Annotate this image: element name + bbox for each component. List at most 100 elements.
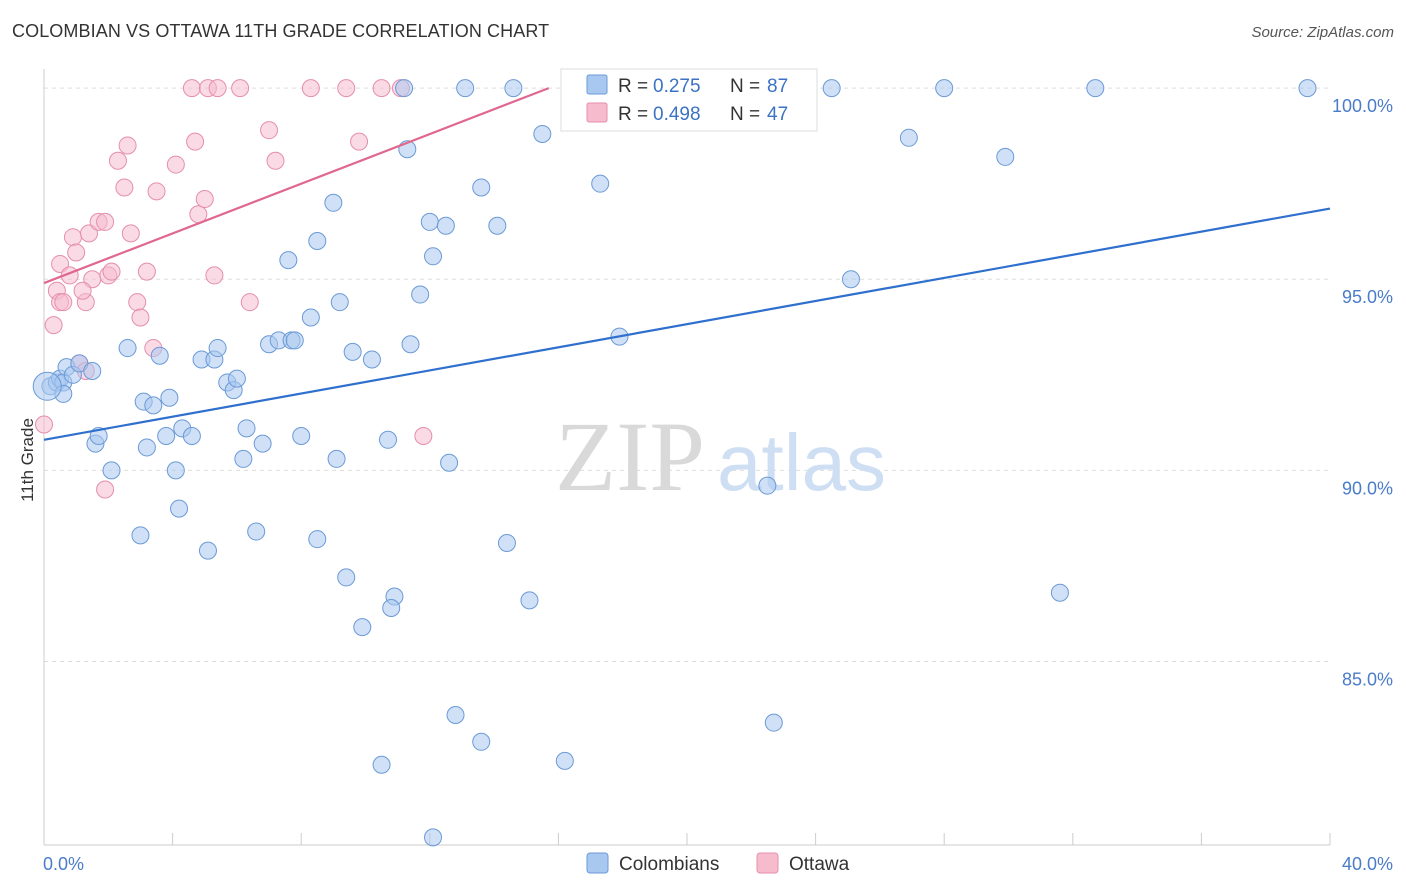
colombians-point-50 xyxy=(247,522,266,541)
colombians-point-54 xyxy=(382,598,401,617)
legend-r-label-pink: R = xyxy=(618,104,648,125)
bottom-legend-swatch-pink xyxy=(756,852,779,874)
colombians-point-58 xyxy=(446,706,465,725)
ottawa-point-19 xyxy=(121,224,140,243)
bottom-legend: Colombians Ottawa xyxy=(586,852,850,875)
colombians-point-23 xyxy=(343,342,362,361)
colombians-point-69 xyxy=(420,212,439,231)
colombians-point-64 xyxy=(758,476,777,495)
colombians-point-46 xyxy=(440,453,459,472)
colombians-point-cluster xyxy=(32,371,62,401)
colombians-point-86 xyxy=(1086,79,1105,98)
ottawa-point-17 xyxy=(115,178,134,197)
bottom-legend-swatch-blue xyxy=(586,852,609,874)
watermark-atlas: atlas xyxy=(717,418,886,507)
colombians-point-20 xyxy=(301,308,320,327)
colombians-point-41 xyxy=(253,434,272,453)
legend-r-value-blue: 0.275 xyxy=(653,76,701,97)
colombians-point-83 xyxy=(899,128,918,147)
legend-r-label-blue: R = xyxy=(618,76,648,97)
colombians-point-73 xyxy=(488,216,507,235)
ottawa-point-8 xyxy=(67,243,86,262)
y-tick-labels: 85.0% 90.0% 95.0% 100.0% xyxy=(1332,96,1393,689)
colombians-point-84 xyxy=(996,147,1015,166)
ottawa-point-15 xyxy=(102,262,121,281)
ottawa-point-13 xyxy=(96,212,115,231)
y-tick-label-85: 85.0% xyxy=(1342,670,1393,690)
bottom-legend-label-ottawa: Ottawa xyxy=(789,854,850,875)
ottawa-point-46 xyxy=(73,281,92,300)
colombians-point-36 xyxy=(182,426,201,445)
colombians-point-31 xyxy=(102,461,121,480)
colombians-point-66 xyxy=(841,270,860,289)
colombians-point-63 xyxy=(764,713,783,732)
legend-n-label-pink: N = xyxy=(730,104,760,125)
ottawa-point-38 xyxy=(301,79,320,98)
colombians-point-49 xyxy=(198,541,217,560)
colombians-point-37 xyxy=(157,426,176,445)
colombians-point-72 xyxy=(472,178,491,197)
y-tick-label-100: 100.0% xyxy=(1332,96,1393,116)
y-tick-label-90: 90.0% xyxy=(1342,478,1393,498)
colombians-point-47 xyxy=(170,499,189,518)
colombians-point-62 xyxy=(424,828,443,847)
x-tick-label-max: 40.0% xyxy=(1342,854,1393,874)
colombians-point-9 xyxy=(150,346,169,365)
colombians-point-8 xyxy=(118,339,137,358)
colombians-point-82 xyxy=(822,79,841,98)
colombians-point-85 xyxy=(935,79,954,98)
ottawa-point-7 xyxy=(63,228,82,247)
ottawa-point-5 xyxy=(54,293,73,312)
ottawa-point-1 xyxy=(44,316,63,335)
colombians-point-25 xyxy=(401,335,420,354)
ottawa-point-34 xyxy=(182,79,201,98)
colombians-point-26 xyxy=(411,285,430,304)
ottawa-point-18 xyxy=(118,136,137,155)
ottawa-trend-line xyxy=(43,87,550,285)
watermark-zip: ZIP xyxy=(555,401,705,512)
legend-r-value-pink: 0.498 xyxy=(653,104,701,125)
colombians-point-75 xyxy=(533,124,552,143)
ottawa-point-25 xyxy=(186,132,205,151)
colombians-point-24 xyxy=(362,350,381,369)
colombians-point-71 xyxy=(436,216,455,235)
colombians-point-51 xyxy=(308,530,327,549)
legend-swatch-blue xyxy=(586,74,608,95)
chart-source: Source: ZipAtlas.com xyxy=(1251,24,1394,41)
ottawa-point-23 xyxy=(147,182,166,201)
ottawa-point-37 xyxy=(231,79,250,98)
colombians-point-56 xyxy=(520,591,539,610)
colombians-point-74 xyxy=(279,251,298,270)
colombians-point-87 xyxy=(1298,79,1317,98)
ottawa-point-28 xyxy=(205,266,224,285)
legend: R = 0.275 N = 87 R = 0.498 N = 47 xyxy=(560,68,818,132)
colombians-point-48 xyxy=(131,526,150,545)
colombians-point-52 xyxy=(337,568,356,587)
colombians-point-7 xyxy=(83,361,102,380)
colombians-point-76 xyxy=(591,174,610,193)
colombians-point-22 xyxy=(330,293,349,312)
ottawa-point-27 xyxy=(195,189,214,208)
ottawa-point-31 xyxy=(266,151,285,170)
x-tick-label-min: 0.0% xyxy=(43,854,84,874)
ottawa-point-29 xyxy=(240,293,259,312)
ottawa-point-32 xyxy=(350,132,369,151)
ottawa-point-24 xyxy=(166,155,185,174)
legend-n-label-blue: N = xyxy=(730,76,760,97)
colombians-trend-line xyxy=(43,207,1331,441)
colombians-point-59 xyxy=(472,732,491,751)
colombians-point-39 xyxy=(166,461,185,480)
legend-n-value-pink: 47 xyxy=(767,104,788,125)
colombians-point-45 xyxy=(379,430,398,449)
ottawa-point-16 xyxy=(108,151,127,170)
ottawa-point-20 xyxy=(128,293,147,312)
colombians-point-33 xyxy=(144,396,163,415)
chart-title: COLOMBIAN VS OTTAWA 11TH GRADE CORRELATI… xyxy=(12,21,550,41)
ottawa-point-39 xyxy=(337,79,356,98)
ottawa-point-21 xyxy=(131,308,150,327)
colombians-point-40 xyxy=(237,419,256,438)
colombians-point-65 xyxy=(1050,583,1069,602)
bottom-legend-label-colombians: Colombians xyxy=(619,854,719,875)
colombians-point-70 xyxy=(424,247,443,266)
ottawa-point-22 xyxy=(137,262,156,281)
